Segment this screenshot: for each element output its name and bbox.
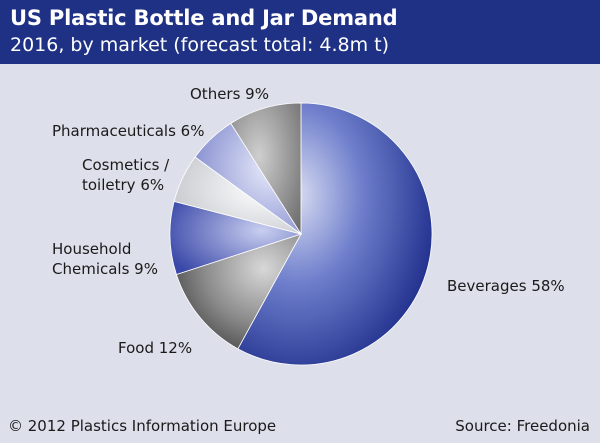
slice-label-household: Household Chemicals 9% bbox=[52, 240, 158, 278]
slice-food bbox=[175, 233, 302, 350]
source-text: Source: Freedonia bbox=[455, 417, 590, 435]
slice-label-food: Food 12% bbox=[118, 339, 192, 357]
slice-label-beverages: Beverages 58% bbox=[447, 277, 565, 295]
copyright-text: © 2012 Plastics Information Europe bbox=[8, 417, 277, 435]
slice-label-others: Others 9% bbox=[190, 85, 269, 103]
slice-beverages bbox=[237, 102, 433, 366]
slice-label-pharmaceuticals: Pharmaceuticals 6% bbox=[52, 122, 204, 140]
slice-label-cosmetics: Cosmetics / toiletry 6% bbox=[82, 156, 174, 194]
chart-subtitle: 2016, by market (forecast total: 4.8m t) bbox=[10, 34, 390, 56]
chart-header: US Plastic Bottle and Jar Demand 2016, b… bbox=[0, 0, 600, 64]
chart-title: US Plastic Bottle and Jar Demand bbox=[10, 6, 398, 30]
slice-others bbox=[230, 102, 302, 236]
pie-chart: Beverages 58% Food 12% Household Chemica… bbox=[52, 85, 565, 366]
